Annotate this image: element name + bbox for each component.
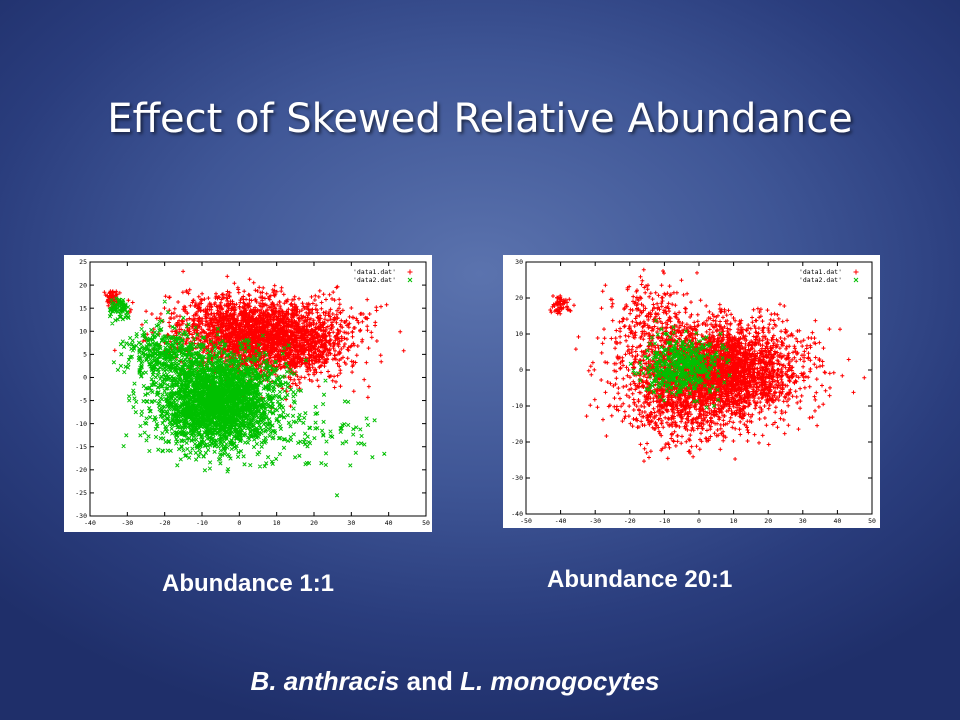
series-2-points bbox=[111, 310, 221, 390]
series-1-points bbox=[128, 281, 325, 363]
legend-label-series-2: 'data2.dat' bbox=[799, 276, 842, 284]
y-tick-label: 30 bbox=[515, 258, 523, 266]
y-tick-label: -10 bbox=[75, 420, 87, 428]
x-tick-label: 0 bbox=[697, 517, 701, 525]
x-tick-label: 20 bbox=[764, 517, 772, 525]
x-tick-label: 40 bbox=[833, 517, 841, 525]
series-2-marks bbox=[121, 299, 348, 474]
y-tick-label: 20 bbox=[515, 294, 523, 302]
y-tick-label: -30 bbox=[511, 474, 523, 482]
scatter-plot-right-svg: -50 -40 -30 -20 -10 0 10 20 30 40 503020100-10-20-… bbox=[511, 258, 876, 525]
series-2-points bbox=[107, 296, 131, 326]
x-tick-label: 30 bbox=[799, 517, 807, 525]
x-tick-label: 0 bbox=[237, 519, 241, 527]
y-tick-label: -20 bbox=[511, 438, 523, 446]
legend-label-series-2: 'data2.dat' bbox=[353, 276, 396, 284]
x-tick-label: -20 bbox=[159, 519, 171, 527]
x-tick-label: -50 bbox=[520, 517, 532, 525]
x-tick-label: 50 bbox=[422, 519, 430, 527]
scatter-plot-left-svg: -40 -30 -20 -10 0 10 20 30 40 502520151050-5-10-1… bbox=[75, 258, 430, 527]
species-1-label: B. anthracis bbox=[250, 666, 400, 696]
x-tick-label: -10 bbox=[196, 519, 208, 527]
series-1-marks bbox=[548, 293, 576, 316]
series-1-points bbox=[599, 269, 724, 374]
series-1-points bbox=[548, 293, 576, 316]
series-2-points bbox=[121, 299, 348, 474]
caption-abundance-1-1: Abundance 1:1 bbox=[162, 570, 335, 597]
y-tick-label: 20 bbox=[79, 281, 87, 289]
legend-marker-series-2 bbox=[853, 277, 859, 283]
x-tick-label: 10 bbox=[273, 519, 281, 527]
x-tick-label: 30 bbox=[347, 519, 355, 527]
y-tick-label: 25 bbox=[79, 258, 87, 266]
series-2-marks bbox=[243, 378, 387, 498]
y-tick-label: 0 bbox=[83, 374, 87, 382]
y-tick-label: 15 bbox=[79, 304, 87, 312]
x-tick-label: 10 bbox=[730, 517, 738, 525]
y-tick-label: 5 bbox=[83, 351, 87, 359]
x-tick-label: 50 bbox=[868, 517, 876, 525]
legend-marker-series-1 bbox=[853, 269, 859, 275]
legend-marker-series-2 bbox=[407, 277, 413, 283]
species-footer: B. anthracis and L. monogocytes bbox=[0, 666, 910, 697]
x-tick-label: 20 bbox=[310, 519, 318, 527]
y-tick-label: -25 bbox=[75, 489, 87, 497]
series-1-marks bbox=[599, 269, 724, 374]
y-tick-label: 0 bbox=[519, 366, 523, 374]
slide-title: Effect of Skewed Relative Abundance bbox=[107, 96, 853, 142]
series-1-marks bbox=[128, 281, 325, 363]
series-2-points bbox=[628, 318, 732, 410]
x-tick-label: -20 bbox=[624, 517, 636, 525]
x-tick-label: -40 bbox=[84, 519, 96, 527]
y-tick-label: -10 bbox=[511, 402, 523, 410]
x-tick-label: 40 bbox=[385, 519, 393, 527]
y-tick-label: -40 bbox=[511, 510, 523, 518]
y-tick-label: -15 bbox=[75, 443, 87, 451]
y-tick-label: -30 bbox=[75, 512, 87, 520]
series-2-marks bbox=[111, 310, 221, 390]
x-tick-label: -40 bbox=[555, 517, 567, 525]
series-2-points bbox=[243, 378, 387, 498]
x-tick-label: -30 bbox=[121, 519, 133, 527]
y-tick-label: -5 bbox=[79, 397, 87, 405]
y-tick-label: 10 bbox=[79, 327, 87, 335]
series-2-marks bbox=[107, 296, 131, 326]
species-2-label: L. monogocytes bbox=[460, 666, 660, 696]
legend-marker-series-1 bbox=[407, 269, 413, 275]
plot-frame bbox=[89, 261, 427, 517]
footer-connector: and bbox=[406, 666, 453, 696]
legend-label-series-1: 'data1.dat' bbox=[799, 268, 842, 276]
y-tick-label: 10 bbox=[515, 330, 523, 338]
legend-label-series-1: 'data1.dat' bbox=[353, 268, 396, 276]
x-tick-label: -30 bbox=[589, 517, 601, 525]
series-2-marks bbox=[628, 318, 732, 410]
x-tick-label: -10 bbox=[659, 517, 671, 525]
y-tick-label: -20 bbox=[75, 466, 87, 474]
scatter-plot-left: -40 -30 -20 -10 0 10 20 30 40 50 25 20 15 10 5 0 -5 -10 -1… bbox=[64, 255, 432, 532]
scatter-plot-right: -50 -40 -30 -20 -10 0 10 20 30 40 50 30 20 10 0 -10 -20-… bbox=[503, 255, 880, 528]
caption-abundance-20-1: Abundance 20:1 bbox=[547, 566, 733, 593]
